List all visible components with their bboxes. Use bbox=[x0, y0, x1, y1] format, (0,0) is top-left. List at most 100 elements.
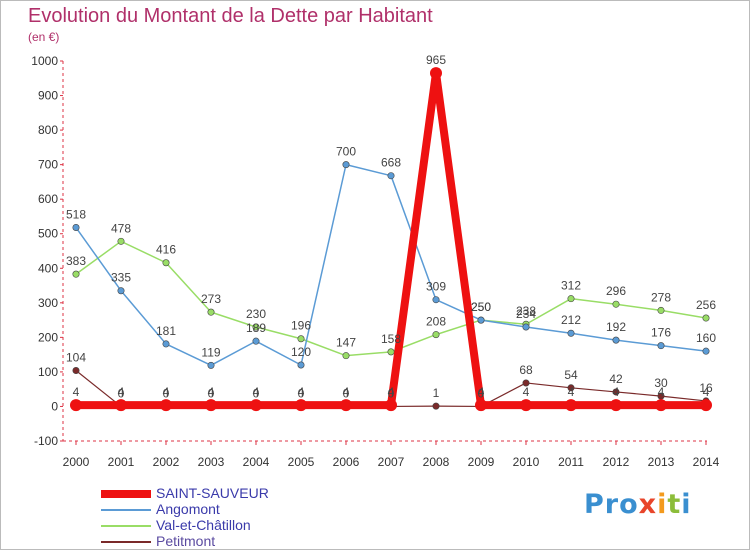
data-label: 0 bbox=[478, 386, 485, 400]
legend-swatch bbox=[101, 490, 151, 498]
data-label: 4 bbox=[253, 385, 260, 399]
data-label: 4 bbox=[658, 385, 665, 399]
x-tick-label: 2004 bbox=[243, 455, 270, 469]
data-label: 0 bbox=[298, 386, 305, 400]
data-label: 189 bbox=[246, 321, 266, 335]
series-point-0 bbox=[70, 399, 82, 412]
chart-subtitle: (en €) bbox=[28, 30, 60, 44]
data-label: 120 bbox=[291, 345, 311, 359]
legend-item: SAINT-SAUVEUR bbox=[101, 485, 361, 502]
data-label: 478 bbox=[111, 221, 131, 235]
data-label: 250 bbox=[471, 300, 491, 314]
series-point-1 bbox=[207, 361, 215, 369]
series-point-2 bbox=[657, 306, 665, 314]
data-label: 230 bbox=[246, 307, 266, 321]
x-tick-label: 2003 bbox=[198, 455, 225, 469]
x-tick-label: 2006 bbox=[333, 455, 360, 469]
series-point-2 bbox=[72, 270, 80, 278]
data-label: 234 bbox=[516, 307, 536, 321]
series-point-0 bbox=[340, 399, 352, 412]
data-label: 335 bbox=[111, 271, 131, 285]
x-tick-label: 2011 bbox=[558, 455, 584, 469]
x-tick-label: 2001 bbox=[108, 455, 135, 469]
series-point-2 bbox=[342, 352, 350, 360]
data-label: 196 bbox=[291, 319, 311, 333]
data-label: 54 bbox=[564, 368, 578, 382]
legend-label: Angomont bbox=[156, 501, 220, 517]
data-label: 147 bbox=[336, 336, 356, 350]
series-point-0 bbox=[115, 399, 127, 412]
y-tick-label: -100 bbox=[34, 434, 58, 448]
data-label: 4 bbox=[388, 385, 395, 399]
y-tick-label: 600 bbox=[38, 192, 58, 206]
series-point-2 bbox=[432, 331, 440, 339]
data-label: 4 bbox=[568, 385, 575, 399]
y-tick-label: 200 bbox=[38, 330, 58, 344]
series-point-0 bbox=[430, 67, 442, 80]
data-label: 4 bbox=[523, 385, 530, 399]
series-layer bbox=[70, 67, 712, 412]
y-tick-label: 400 bbox=[38, 261, 58, 275]
series-point-0 bbox=[160, 399, 172, 412]
y-tick-label: 800 bbox=[38, 123, 58, 137]
legend-swatch bbox=[101, 541, 151, 543]
series-point-2 bbox=[612, 300, 620, 308]
series-point-2 bbox=[162, 259, 170, 267]
legend-swatch bbox=[101, 509, 151, 511]
series-point-1 bbox=[612, 336, 620, 344]
series-point-0 bbox=[610, 399, 622, 412]
data-label: 0 bbox=[253, 386, 260, 400]
y-tick-label: 900 bbox=[38, 89, 58, 103]
data-label: 416 bbox=[156, 243, 176, 257]
series-point-1 bbox=[342, 161, 350, 169]
data-label: 256 bbox=[696, 298, 716, 312]
series-point-0 bbox=[475, 399, 487, 412]
data-label: 700 bbox=[336, 145, 356, 159]
data-label: 4 bbox=[343, 385, 350, 399]
data-label: 176 bbox=[651, 326, 671, 340]
legend-item: Val-et-Châtillon bbox=[101, 517, 361, 534]
x-tick-label: 2009 bbox=[468, 455, 495, 469]
series-point-1 bbox=[117, 287, 125, 295]
x-tick-label: 2013 bbox=[648, 455, 675, 469]
series-point-1 bbox=[432, 296, 440, 304]
data-label: 30 bbox=[654, 376, 668, 390]
x-tick-label: 2007 bbox=[378, 455, 405, 469]
data-label: 0 bbox=[163, 386, 170, 400]
data-label: 0 bbox=[343, 386, 350, 400]
series-point-1 bbox=[387, 172, 395, 180]
series-point-2 bbox=[567, 295, 575, 303]
y-tick-label: 1000 bbox=[31, 54, 58, 68]
series-point-2 bbox=[297, 335, 305, 343]
series-point-0 bbox=[520, 399, 532, 412]
series-point-3 bbox=[72, 367, 80, 375]
legend-label: Val-et-Châtillon bbox=[156, 517, 251, 533]
series-point-1 bbox=[72, 224, 80, 232]
series-point-2 bbox=[117, 237, 125, 245]
data-label: 208 bbox=[426, 315, 446, 329]
data-label: 273 bbox=[201, 292, 221, 306]
y-tick-label: 500 bbox=[38, 227, 58, 241]
data-label: 0 bbox=[208, 386, 215, 400]
series-point-0 bbox=[700, 399, 712, 412]
series-point-2 bbox=[252, 323, 260, 331]
data-label: 68 bbox=[519, 363, 533, 377]
axes: -100 0 1 0 0 2003 0 0 400 500 600 700 800 900 1000 200 0… bbox=[31, 54, 719, 469]
data-label: 119 bbox=[201, 345, 220, 359]
series-point-1 bbox=[162, 340, 170, 348]
data-label: 16 bbox=[699, 381, 713, 395]
data-label: 278 bbox=[651, 290, 671, 304]
series-point-3 bbox=[522, 379, 530, 387]
series-point-0 bbox=[250, 399, 262, 412]
y-tick-label: 300 bbox=[38, 296, 58, 310]
data-label: 4 bbox=[118, 385, 125, 399]
data-label: 212 bbox=[561, 313, 581, 327]
legend: SAINT-SAUVEUR Angomont Val-et-Châtillon Pet… bbox=[101, 485, 361, 550]
data-label: 4 bbox=[613, 385, 620, 399]
series-point-1 bbox=[702, 347, 710, 355]
data-label: 383 bbox=[66, 254, 86, 268]
series-point-1 bbox=[657, 342, 665, 350]
data-label: 1 bbox=[433, 386, 440, 400]
